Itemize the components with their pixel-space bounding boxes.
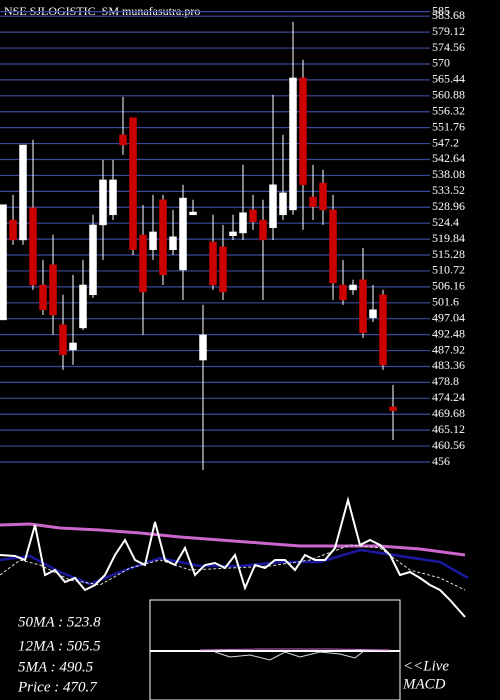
candle-body	[359, 279, 367, 334]
candle-body	[79, 284, 87, 329]
candle-body	[9, 219, 17, 241]
y-tick-label: 492.48	[432, 326, 465, 340]
candle-body	[149, 231, 157, 250]
candle-body	[199, 334, 207, 361]
candle-body	[269, 184, 277, 228]
candle-body	[0, 204, 7, 321]
y-tick-label: 483.36	[432, 358, 465, 372]
candle-body	[259, 219, 267, 241]
y-tick-label: 583.68	[432, 8, 465, 22]
y-tick-label: 497.04	[432, 310, 465, 324]
candle-body	[229, 231, 237, 237]
ma-line-pink	[0, 522, 466, 557]
candle-body	[289, 77, 297, 211]
candle-body	[309, 196, 317, 208]
y-tick-label: 570	[432, 56, 450, 70]
macd-signal	[199, 648, 391, 651]
price-line	[0, 496, 466, 618]
y-tick-label: 560.88	[432, 88, 465, 102]
candle-body	[129, 117, 137, 250]
candle-body	[39, 284, 47, 311]
y-tick-label: 501.6	[432, 295, 459, 309]
candle-body	[119, 134, 127, 146]
summary-label: Price : 470.7	[17, 679, 98, 695]
y-tick-label: 585	[432, 3, 450, 17]
candle-body	[19, 144, 27, 241]
candle-body	[179, 197, 187, 271]
candle-body	[99, 179, 107, 226]
candle-body	[139, 234, 147, 293]
summary-label: 50MA : 523.8	[18, 614, 101, 630]
candle-body	[349, 284, 357, 291]
summary-label: 12MA : 505.5	[18, 638, 101, 654]
macd-label: <<Live	[403, 658, 449, 674]
y-tick-label: 574.56	[432, 40, 465, 54]
candle-body	[389, 406, 397, 411]
candle-body	[379, 294, 387, 366]
candle-body	[59, 324, 67, 356]
y-tick-label: 465.12	[432, 422, 465, 436]
y-tick-label: 456	[432, 454, 450, 468]
candle-body	[249, 209, 257, 223]
y-tick-label: 519.84	[432, 231, 465, 245]
y-tick-label: 510.72	[432, 263, 465, 277]
y-tick-label: 460.56	[432, 438, 465, 452]
y-tick-label: 551.76	[432, 119, 465, 133]
candle-body	[29, 207, 37, 286]
y-tick-label: 474.24	[432, 390, 465, 404]
y-tick-label: 533.52	[432, 183, 465, 197]
y-tick-label: 469.68	[432, 406, 465, 420]
candle-body	[239, 212, 247, 234]
candle-body	[49, 264, 57, 316]
summary-label: 5MA : 490.5	[18, 659, 94, 675]
y-tick-label: 579.12	[432, 24, 465, 38]
macd-label: MACD	[402, 676, 446, 692]
candle-body	[109, 179, 117, 216]
candle-body	[299, 77, 307, 186]
candle-body	[89, 224, 97, 296]
ma-line-dashed	[0, 544, 466, 591]
candle-body	[339, 284, 347, 301]
candle-body	[169, 236, 177, 250]
candle-body	[69, 342, 77, 351]
y-tick-label: 515.28	[432, 247, 465, 261]
y-tick-label: 556.32	[432, 103, 465, 117]
y-tick-label: 487.92	[432, 342, 465, 356]
indicator-panel	[0, 496, 469, 618]
y-tick-label: 528.96	[432, 199, 465, 213]
candle-body	[329, 209, 337, 284]
y-tick-label: 538.08	[432, 167, 465, 181]
y-tick-label: 478.8	[432, 374, 459, 388]
candle-body	[319, 182, 327, 211]
candle-body	[159, 199, 167, 276]
candle-body	[279, 192, 287, 216]
candle-body	[369, 309, 377, 319]
y-tick-label: 547.2	[432, 135, 459, 149]
candle-body	[219, 246, 227, 293]
macd-line	[214, 649, 390, 661]
candle-body	[189, 211, 197, 216]
y-tick-label: 506.16	[432, 279, 465, 293]
candle-body	[209, 241, 217, 286]
y-tick-label: 565.44	[432, 72, 465, 86]
y-tick-label: 542.64	[432, 151, 465, 165]
y-tick-label: 524.4	[432, 215, 459, 229]
chart-title: NSE SJLOGISTIC_SM munafasutra.pro	[4, 4, 200, 18]
